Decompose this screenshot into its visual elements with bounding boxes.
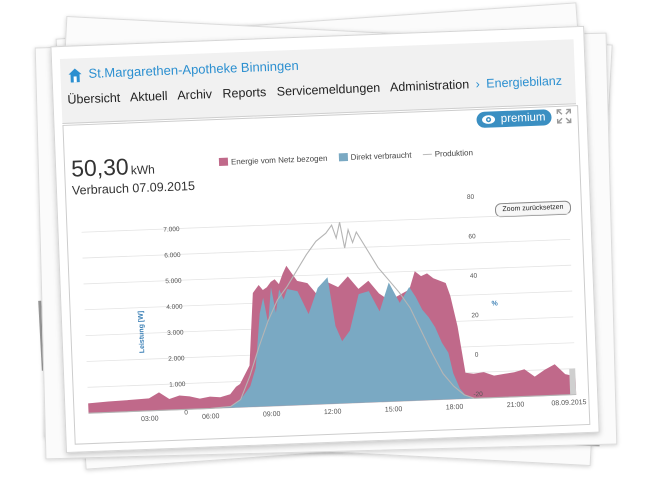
breadcrumb-separator: › [475,76,481,92]
series-end-marker [569,368,577,395]
breadcrumb-current[interactable]: Energiebilanz [486,73,563,91]
y-tick-label: 4.000 [166,304,183,312]
energy-chart: 1.000 2.000 3.000 4.000 5.000 6.000 7.000 -20 0 2… [81,194,587,423]
y-tick-label: 1.000 [169,381,186,389]
y2-tick-label: -20 [473,391,483,398]
house-icon [68,68,82,83]
eye-icon [482,115,496,124]
x-tick-label: 21:00 [507,401,525,409]
gridline [83,264,572,285]
y-tick-label: 7.000 [163,226,180,234]
x-tick-label: 15:00 [385,406,403,414]
x-tick-label: 03:00 [141,415,159,423]
y-tick-label: 2.000 [168,355,185,363]
x-tick-label: 12:00 [324,408,342,416]
y-tick-label: 6.000 [164,252,181,260]
y2-tick-label: 20 [471,312,479,319]
nav-item-aktuell[interactable]: Aktuell [129,88,168,105]
x-tick-label: 06:00 [202,413,220,421]
x-tick-label: 0 [184,409,188,416]
y2-tick-label: 60 [468,233,476,240]
x-tick-label: 08.09.2015 [551,399,586,407]
expand-icon[interactable] [556,108,572,124]
series-area-direkt [88,277,577,414]
nav-item-reports[interactable]: Reports [222,85,267,101]
x-tick-label: 09:00 [263,411,281,419]
nav-item-uebersicht[interactable]: Übersicht [67,90,121,107]
y2-tick-label: 40 [470,273,478,280]
x-tick-label: 18:00 [446,404,464,412]
y2-tick-label: 80 [467,194,475,201]
nav-item-servicemeldungen[interactable]: Servicemeldungen [276,80,381,99]
nav-item-archiv[interactable]: Archiv [177,87,213,103]
nav-item-administration[interactable]: Administration [389,77,470,95]
gridline [81,213,570,233]
y-axis-title: Leistung [W] [138,311,147,354]
chart-panel: premium 50,30kWh Verbrauch 07.09.2015 En… [62,105,591,445]
header-bar: St.Margarethen-Apotheke Binningen Übersi… [59,39,577,124]
y-tick-label: 5.000 [165,278,182,286]
y2-tick-label: 0 [475,352,479,359]
screenshot-card: St.Margarethen-Apotheke Binningen Übersi… [50,25,600,454]
premium-button[interactable]: premium [476,109,552,129]
gridline [82,238,571,259]
series-line-produktion [88,222,577,414]
y2-axis-title: % [491,300,498,307]
screenshot-frame: St.Margarethen-Apotheke Binningen Übersi… [50,25,600,454]
y-tick-label: 3.000 [167,329,184,337]
site-title[interactable]: St.Margarethen-Apotheke Binningen [88,57,299,81]
